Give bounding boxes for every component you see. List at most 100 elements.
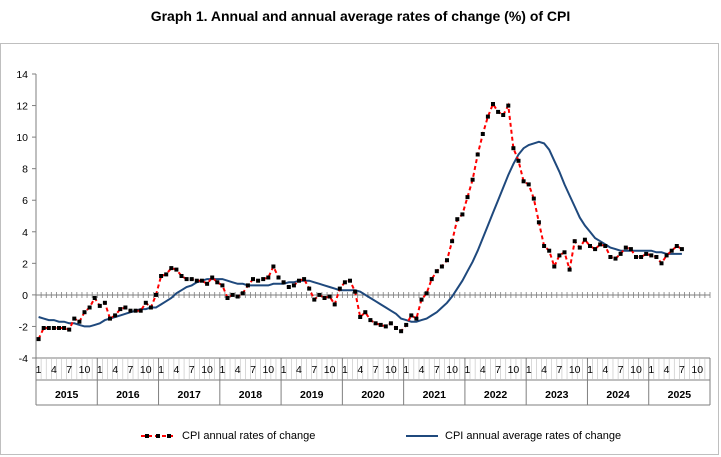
series-annual-point (220, 283, 225, 288)
series-annual-point (516, 158, 521, 163)
x-month-label: 4 (357, 364, 363, 376)
x-month-label: 7 (128, 364, 134, 376)
x-month-label: 10 (446, 364, 458, 376)
series-annual-point (291, 283, 296, 288)
series-annual-point (526, 182, 531, 187)
y-tick-label: 14 (16, 69, 28, 81)
series-annual-point (363, 310, 368, 315)
x-month-label: 10 (79, 364, 91, 376)
x-month-label: 7 (373, 364, 379, 376)
series-annual-point (557, 253, 562, 258)
x-month-label: 1 (587, 364, 593, 376)
series-annual-point (317, 292, 322, 297)
series-annual-point (138, 308, 143, 313)
x-month-label: 4 (173, 364, 179, 376)
x-year-label: 2023 (545, 389, 569, 401)
series-annual-point (57, 326, 61, 330)
series-annual-point (62, 326, 67, 330)
x-month-label: 4 (112, 364, 118, 376)
series-annual-point (618, 251, 623, 256)
series-annual-point (399, 329, 404, 334)
x-month-label: 10 (262, 364, 274, 376)
series-annual-point (225, 296, 230, 300)
series-annual-point (36, 337, 41, 342)
series-annual-point (327, 294, 332, 299)
series-annual-point (189, 277, 194, 282)
series-annual-point (113, 313, 118, 318)
series-annual-point (82, 310, 87, 315)
series-annual-point (348, 278, 352, 283)
series-annual-point (378, 322, 383, 327)
x-month-label: 7 (250, 364, 256, 376)
series-annual-point (679, 247, 684, 252)
series-annual-point (639, 255, 644, 259)
x-month-label: 7 (434, 364, 440, 376)
y-tick-label: 12 (16, 101, 28, 113)
series-annual-point (87, 305, 92, 310)
series-annual-point (41, 326, 46, 330)
series-annual-point (608, 255, 613, 259)
x-year-label: 2016 (116, 389, 140, 401)
x-month-label: 10 (508, 364, 520, 376)
x-month-label: 10 (569, 364, 581, 376)
series-annual-point (46, 326, 51, 330)
series-annual-point (654, 255, 659, 259)
series-annual-point (128, 308, 133, 313)
series-annual-point (521, 179, 526, 184)
series-annual-point (72, 316, 77, 321)
series-annual-point (148, 305, 153, 310)
x-year-label: 2018 (239, 389, 263, 401)
series-annual-point (251, 277, 255, 282)
series-annual-point (455, 217, 460, 222)
series-annual-point (266, 275, 271, 280)
series-annual-point (230, 292, 235, 297)
series-annual-point (659, 261, 664, 266)
series-annual-point (434, 269, 439, 274)
series-annual-point (511, 146, 516, 151)
series-annual-point (322, 296, 327, 300)
series-annual-point (414, 316, 419, 321)
x-month-label: 1 (342, 364, 348, 376)
x-month-label: 10 (630, 364, 642, 376)
series-annual-point (174, 267, 179, 272)
series-annual-point (388, 321, 393, 326)
y-tick-label: 10 (16, 132, 28, 144)
x-month-label: 10 (140, 364, 152, 376)
x-month-label: 1 (97, 364, 103, 376)
series-annual-point (245, 283, 250, 288)
series-annual-point (445, 258, 449, 263)
series-annual-point (496, 109, 501, 114)
series-annual-point (240, 291, 245, 296)
series-annual-point (536, 220, 541, 225)
series-annual-point (674, 244, 679, 248)
y-tick-label: 4 (22, 227, 28, 239)
series-annual-point (465, 195, 470, 200)
x-month-label: 10 (324, 364, 336, 376)
series-annual-point (429, 277, 434, 282)
series-annual-point (506, 103, 511, 108)
x-month-label: 4 (541, 364, 547, 376)
x-year-label: 2019 (300, 389, 324, 401)
series-annual-point (644, 251, 649, 256)
series-annual-point (419, 297, 424, 302)
series-annual-point (439, 264, 444, 269)
legend-swatch-annual (141, 434, 175, 438)
x-year-label: 2024 (606, 389, 630, 401)
series-annual-point (603, 244, 608, 248)
x-month-label: 1 (526, 364, 532, 376)
series-annual-line (37, 101, 683, 340)
x-month-label: 1 (403, 364, 409, 376)
series-annual-point (598, 242, 603, 247)
y-tick-label: 8 (22, 164, 28, 176)
x-year-label: 2025 (668, 389, 692, 401)
series-annual-point (368, 318, 373, 323)
series-annual-point (353, 289, 358, 294)
x-month-label: 7 (679, 364, 685, 376)
series-annual-point (235, 294, 240, 299)
y-tick-label: 6 (22, 195, 28, 207)
y-tick-label: 0 (22, 290, 28, 302)
series-annual-point (297, 278, 301, 283)
series-annual-point (567, 267, 572, 272)
x-month-label: 1 (219, 364, 225, 376)
series-annual-point (552, 264, 557, 269)
